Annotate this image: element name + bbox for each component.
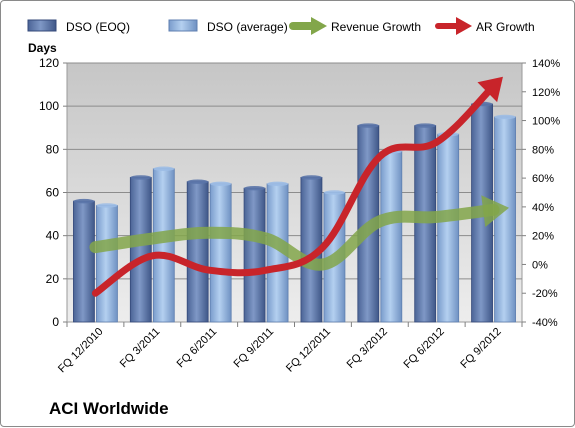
bar-cap [244, 185, 266, 191]
bar-cap [130, 175, 152, 180]
line-series [91, 82, 498, 297]
bar-cap [96, 203, 118, 208]
legend-label: AR Growth [476, 20, 535, 34]
right-tick-label: 120% [532, 87, 560, 99]
bar [494, 116, 516, 323]
bar-cap [323, 190, 345, 195]
right-tick-label: 80% [532, 144, 554, 156]
chart-title: ACI Worldwide [49, 399, 169, 418]
bar-cap [210, 181, 232, 187]
right-tick-label: -40% [532, 317, 558, 329]
bar [152, 168, 175, 323]
x-tick-label: FQ 3/2012 [345, 326, 390, 371]
bar-cap [153, 166, 175, 171]
right-tick-label: 40% [532, 202, 554, 214]
bar [96, 205, 118, 323]
x-tick-label: FQ 6/2011 [175, 326, 220, 371]
bar-cap [357, 123, 379, 128]
bar [414, 125, 437, 323]
legend-arrow [311, 17, 327, 35]
bar [73, 200, 95, 323]
bar-cap [187, 179, 209, 184]
legend-arrow [456, 17, 472, 35]
line-series [89, 203, 500, 271]
bar [209, 183, 232, 323]
right-tick-label: 0% [532, 259, 548, 271]
right-tick-label: 60% [532, 173, 554, 185]
bar-cap [267, 181, 289, 187]
x-tick-label: FQ 9/2011 [232, 326, 277, 371]
legend-label: DSO (EOQ) [66, 20, 130, 34]
left-tick-label: 80 [46, 142, 60, 156]
x-tick-label: FQ 12/2011 [284, 326, 333, 375]
x-tick-label: FQ 12/2010 [56, 326, 106, 376]
line-arrowhead [477, 76, 503, 103]
left-tick-label: 20 [46, 272, 60, 286]
left-tick-label: 120 [39, 56, 59, 70]
right-tick-label: 20% [532, 231, 554, 243]
right-tick-label: 100% [532, 116, 560, 128]
left-tick-label: 100 [39, 99, 59, 113]
bar-cap [73, 198, 95, 204]
bar-cap [494, 114, 516, 120]
legend-swatch [27, 19, 57, 32]
left-tick-label: 40 [46, 229, 60, 243]
right-tick-label: -20% [532, 288, 558, 300]
left-tick-label: 0 [52, 315, 59, 329]
line-arrowhead [481, 195, 510, 227]
bar [129, 176, 152, 323]
x-tick-label: FQ 3/2011 [118, 326, 163, 371]
legend-label: DSO (average) [207, 20, 288, 34]
bar [243, 187, 266, 323]
bar [380, 151, 403, 323]
x-tick-label: FQ 9/2012 [458, 326, 503, 371]
x-tick-label: FQ 6/2012 [402, 326, 447, 371]
legend-label: Revenue Growth [331, 20, 421, 34]
right-tick-label: 140% [532, 58, 560, 70]
bar-cap [300, 175, 322, 180]
left-tick-label: 60 [46, 186, 60, 200]
bar [186, 181, 209, 323]
y-axis-title: Days [28, 41, 57, 55]
bar [437, 133, 460, 323]
legend-swatch [168, 19, 198, 32]
bar-cap [414, 123, 436, 128]
